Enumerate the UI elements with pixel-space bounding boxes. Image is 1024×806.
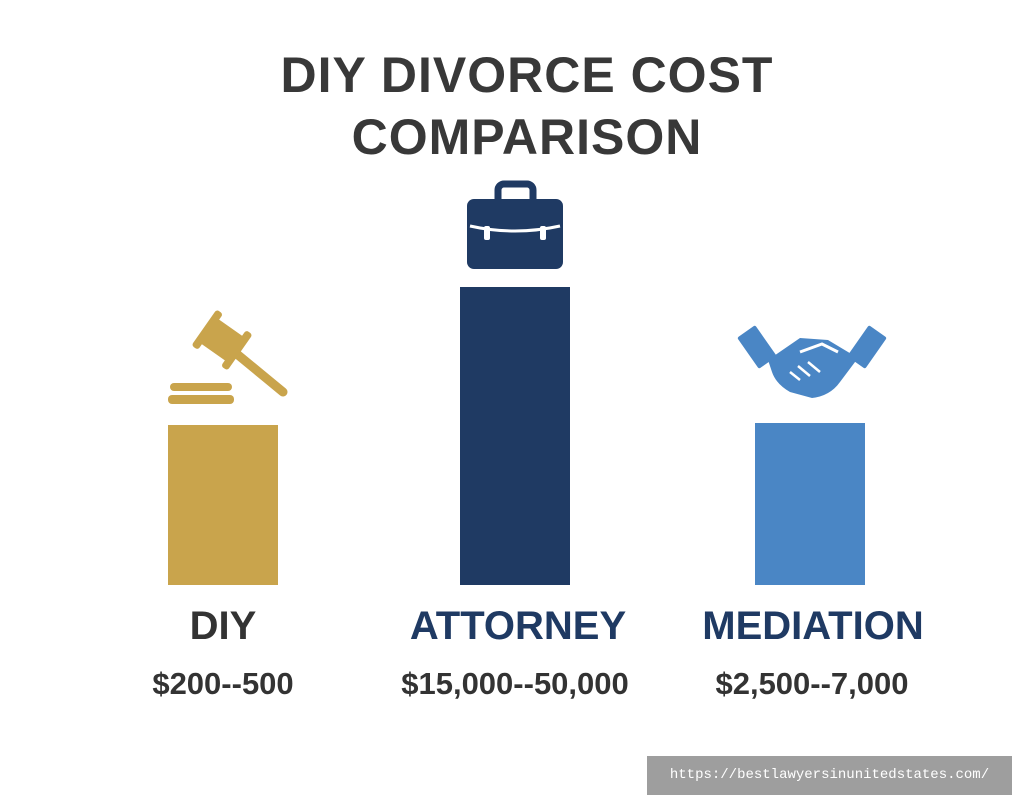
right-cuff: [847, 325, 887, 369]
briefcase-seam: [469, 224, 561, 233]
briefcase-body: [467, 199, 563, 269]
title: DIY DIVORCE COST COMPARISON: [280, 47, 774, 165]
briefcase-clasp: [484, 226, 490, 240]
briefcase-handle: [494, 180, 537, 200]
diy-bar: [168, 425, 278, 585]
option-cost: $200--500: [152, 666, 294, 701]
hand-line: [799, 342, 839, 354]
option-label: DIY: [189, 604, 257, 648]
briefcase-clasp: [540, 226, 546, 240]
left-cuff: [737, 325, 777, 369]
watermark: https://bestlawyersinunitedstates.com/: [647, 756, 1012, 795]
option-label: MEDIATION: [702, 604, 924, 648]
gavel-handle: [227, 345, 288, 397]
attorney-bar: [460, 287, 570, 585]
briefcase-icon: [467, 180, 563, 269]
option-cost: $15,000--50,000: [401, 666, 629, 701]
gavel-base: [168, 395, 234, 404]
gavel-icon: [168, 310, 288, 404]
mediation-bar: [755, 423, 865, 585]
option-label: ATTORNEY: [409, 604, 627, 648]
hands: [768, 338, 858, 398]
gavel-base-top: [170, 383, 232, 391]
finger-lines: [789, 361, 821, 381]
option-cost: $2,500--7,000: [715, 666, 909, 701]
handshake-icon: [737, 325, 887, 398]
